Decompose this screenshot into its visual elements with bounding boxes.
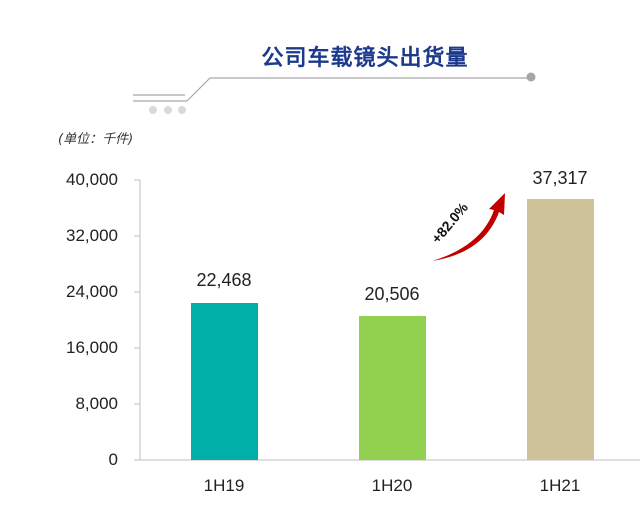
y-tick-label: 32,000 [66,226,118,245]
bar-value-label: 20,506 [364,284,420,304]
bar-1H19 [191,303,258,460]
bar-value-label: 22,468 [196,270,252,290]
y-tick-label: 0 [108,450,118,469]
chart-title: 公司车载镜头出货量 [261,46,469,71]
bar-value-label: 37,317 [532,168,588,188]
bar-1H20 [359,316,426,460]
unit-label: (单位：千件) [58,132,134,147]
y-tick-label: 40,000 [66,170,118,189]
y-tick-label: 24,000 [66,282,118,301]
y-tick-label: 8,000 [75,394,118,413]
x-tick-label: 1H21 [539,476,581,495]
bar-1H21 [527,199,594,460]
x-tick-label: 1H19 [203,476,245,495]
x-tick-label: 1H20 [371,476,413,495]
y-tick-label: 16,000 [66,338,118,357]
